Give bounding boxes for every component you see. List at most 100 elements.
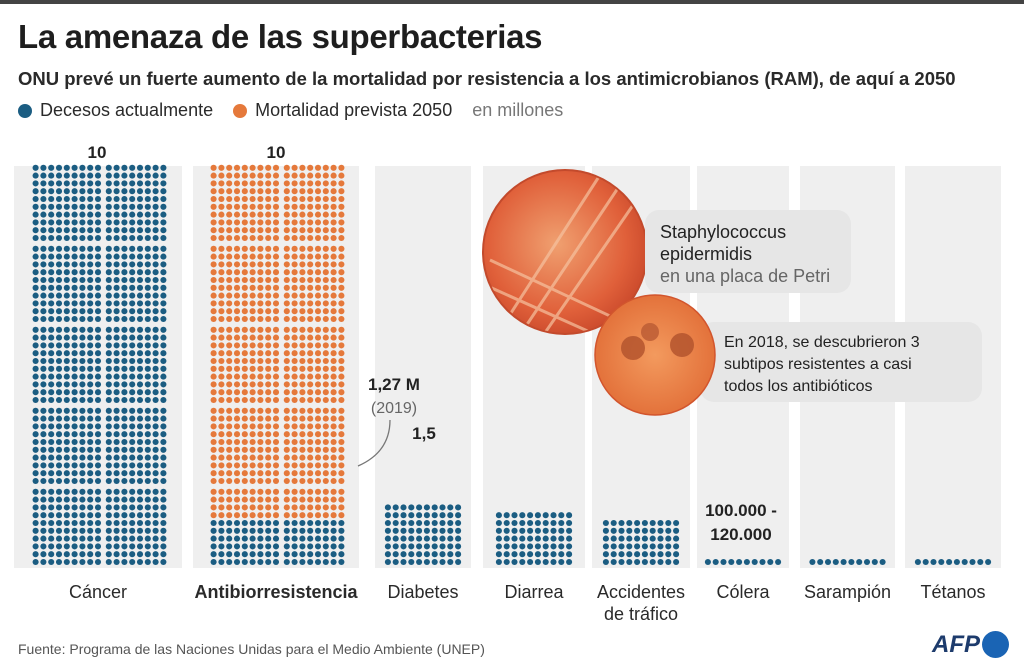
dot-current-cancer <box>32 477 39 485</box>
dot-projected-antibiorresistencia <box>338 227 345 234</box>
dot-current-antibiorresistencia <box>241 551 248 558</box>
dot-current-cancer <box>144 423 151 430</box>
dot-projected-antibiorresistencia <box>226 381 233 388</box>
dot-current-cancer <box>113 527 120 534</box>
legend-swatch-current <box>18 103 32 118</box>
dot-projected-antibiorresistencia <box>272 261 280 268</box>
dot-projected-antibiorresistencia <box>210 300 217 307</box>
dot-current-diarrea <box>534 527 541 534</box>
dot-projected-antibiorresistencia <box>218 203 225 210</box>
dot-current-cancer <box>136 446 144 453</box>
dot-current-antibiorresistencia <box>283 551 290 558</box>
dot-projected-antibiorresistencia <box>322 504 329 511</box>
dot-current-cancer <box>48 188 55 195</box>
dot-current-cancer <box>71 211 78 218</box>
dot-current-cancer <box>121 415 128 422</box>
dot-current-cancer <box>94 477 102 485</box>
callout1-line2: epidermidis <box>660 244 752 264</box>
dot-projected-antibiorresistencia <box>218 423 225 430</box>
dot-current-cancer <box>55 269 63 276</box>
dot-projected-antibiorresistencia <box>210 269 217 276</box>
dot-projected-antibiorresistencia <box>249 253 256 260</box>
dot-current-cancer <box>55 389 63 396</box>
dot-projected-antibiorresistencia <box>241 423 248 430</box>
dot-projected-antibiorresistencia <box>218 219 225 226</box>
dot-current-cancer <box>48 535 55 542</box>
dot-current-cancer <box>160 276 167 284</box>
dot-current-cancer <box>48 551 55 558</box>
dot-projected-antibiorresistencia <box>257 300 264 307</box>
dot-current-cancer <box>87 462 94 469</box>
dot-projected-antibiorresistencia <box>218 227 225 234</box>
dot-current-cancer <box>87 172 94 179</box>
dot-projected-antibiorresistencia <box>265 488 272 495</box>
dot-current-cancer <box>160 438 167 446</box>
dot-current-cancer <box>40 172 47 179</box>
dot-projected-antibiorresistencia <box>241 389 248 396</box>
dot-projected-antibiorresistencia <box>272 381 280 388</box>
dot-current-cancer <box>160 527 167 534</box>
dot-current-cancer <box>105 308 112 315</box>
dot-current-antibiorresistencia <box>265 558 272 566</box>
dot-current-cancer <box>87 415 94 422</box>
dot-current-diarrea <box>527 551 534 558</box>
dot-current-cancer <box>144 203 151 210</box>
dot-current-cancer <box>87 423 94 430</box>
dot-current-cancer <box>113 504 120 511</box>
dot-current-accidentes-de-trafico <box>602 558 609 566</box>
dot-projected-antibiorresistencia <box>226 188 233 195</box>
dot-projected-antibiorresistencia <box>249 180 256 187</box>
dot-current-cancer <box>121 261 128 268</box>
dot-current-cancer <box>136 551 144 558</box>
dot-current-colera <box>743 558 750 566</box>
dot-projected-antibiorresistencia <box>226 357 233 365</box>
dot-projected-antibiorresistencia <box>218 315 225 323</box>
dot-current-antibiorresistencia <box>322 558 329 566</box>
dot-current-cancer <box>32 234 39 242</box>
dot-projected-antibiorresistencia <box>272 269 280 276</box>
dot-projected-antibiorresistencia <box>322 234 329 242</box>
dot-projected-antibiorresistencia <box>241 245 248 252</box>
dot-projected-antibiorresistencia <box>241 350 248 357</box>
dot-projected-antibiorresistencia <box>322 381 329 388</box>
dot-current-cancer <box>55 558 63 566</box>
dot-current-antibiorresistencia <box>272 551 280 558</box>
dot-projected-antibiorresistencia <box>257 488 264 495</box>
dot-current-diarrea <box>503 558 510 566</box>
dot-projected-antibiorresistencia <box>330 334 337 341</box>
dot-projected-antibiorresistencia <box>338 180 345 187</box>
dot-projected-antibiorresistencia <box>322 407 329 414</box>
dot-projected-antibiorresistencia <box>265 504 272 511</box>
dot-projected-antibiorresistencia <box>272 350 280 357</box>
dot-current-cancer <box>160 496 167 503</box>
dot-current-cancer <box>160 373 167 380</box>
dot-current-cancer <box>129 172 136 179</box>
dot-current-cancer <box>63 373 70 380</box>
dot-current-cancer <box>55 438 63 446</box>
dot-projected-antibiorresistencia <box>210 188 217 195</box>
dot-current-cancer <box>71 381 78 388</box>
dot-current-cancer <box>63 300 70 307</box>
dot-current-cancer <box>129 292 136 299</box>
dot-current-cancer <box>152 496 159 503</box>
dot-current-diabetes <box>447 512 454 519</box>
dot-projected-antibiorresistencia <box>249 381 256 388</box>
dot-current-cancer <box>40 300 47 307</box>
dot-current-cancer <box>152 558 159 566</box>
dot-projected-antibiorresistencia <box>218 269 225 276</box>
dot-current-cancer <box>94 203 102 210</box>
dot-current-antibiorresistencia <box>226 527 233 534</box>
dot-projected-antibiorresistencia <box>257 195 264 203</box>
dot-current-cancer <box>32 527 39 534</box>
dot-projected-antibiorresistencia <box>299 462 306 469</box>
dot-current-cancer <box>63 195 70 203</box>
dot-projected-antibiorresistencia <box>249 462 256 469</box>
dot-current-cancer <box>152 308 159 315</box>
dot-projected-antibiorresistencia <box>233 164 241 171</box>
dot-current-cancer <box>160 415 167 422</box>
dot-current-cancer <box>55 543 63 550</box>
dot-projected-antibiorresistencia <box>218 284 225 291</box>
dot-projected-antibiorresistencia <box>249 227 256 234</box>
dot-projected-antibiorresistencia <box>257 164 264 171</box>
dot-projected-antibiorresistencia <box>218 365 225 372</box>
